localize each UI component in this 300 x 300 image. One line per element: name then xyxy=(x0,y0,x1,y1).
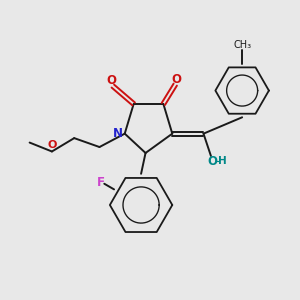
Text: O: O xyxy=(106,74,116,87)
Text: CH₃: CH₃ xyxy=(233,40,251,50)
Text: F: F xyxy=(97,176,105,189)
Text: H: H xyxy=(218,156,226,166)
Text: O: O xyxy=(207,155,218,168)
Text: O: O xyxy=(48,140,57,150)
Text: O: O xyxy=(172,73,182,86)
Text: N: N xyxy=(113,127,123,140)
